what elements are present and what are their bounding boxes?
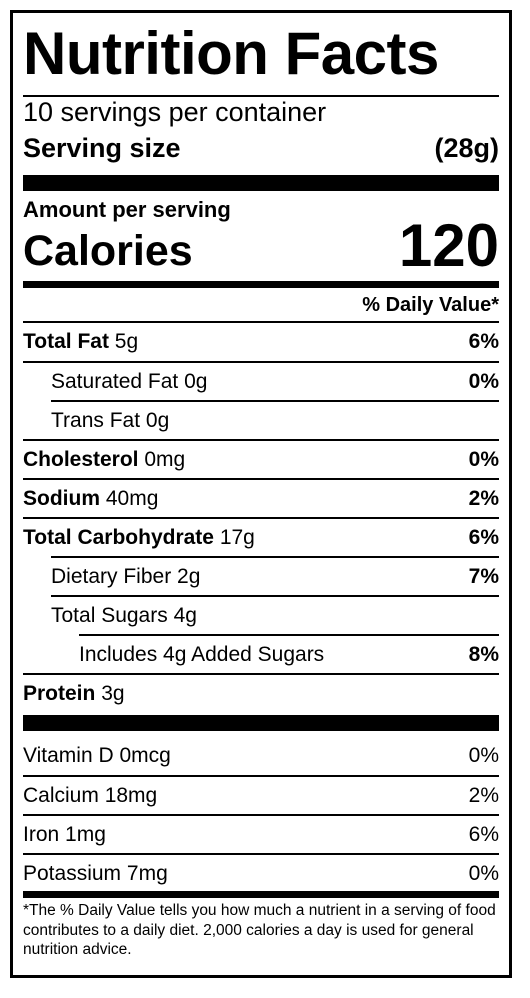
nutrient-amount: 0mg xyxy=(144,447,186,471)
vitamin-row-vitamin-d: Vitamin D 0mcg 0% xyxy=(23,736,499,775)
label-title: Nutrition Facts xyxy=(23,20,439,87)
label-content: Nutrition Facts 10 servings per containe… xyxy=(23,13,499,975)
nutrient-row-saturated-fat: Saturated Fat 0g 0% xyxy=(23,362,499,401)
vitamin-daily-value: 0% xyxy=(468,743,499,767)
nutrient-row-cholesterol: Cholesterol 0mg 0% xyxy=(23,440,499,479)
servings-per-container: 10 servings per container xyxy=(23,97,327,127)
calories-row: Calories 120 xyxy=(23,211,499,281)
nutrient-name: Dietary Fiber xyxy=(51,564,172,588)
nutrient-row-total-carbohydrate: Total Carbohydrate 17g 6% xyxy=(23,518,499,557)
nutrient-row-added-sugars: Includes 4g Added Sugars 8% xyxy=(23,635,499,674)
nutrient-name: Trans Fat xyxy=(51,408,141,432)
vitamin-name: Iron xyxy=(23,822,60,846)
nutrient-daily-value: 0% xyxy=(468,369,499,393)
daily-value-header: % Daily Value* xyxy=(362,294,499,316)
serving-size-row: Serving size (28g) xyxy=(23,133,499,163)
medium-divider xyxy=(23,281,499,288)
nutrient-amount: 3g xyxy=(101,681,125,705)
vitamin-name: Vitamin D xyxy=(23,743,114,767)
divider xyxy=(23,439,499,441)
nutrient-row-total-fat: Total Fat 5g 6% xyxy=(23,322,499,361)
nutrient-daily-value: 2% xyxy=(468,486,499,510)
vitamin-daily-value: 6% xyxy=(468,822,499,846)
amount-per-serving: Amount per serving xyxy=(23,197,231,222)
nutrient-name: Saturated Fat xyxy=(51,369,179,393)
nutrient-amount: 0g xyxy=(184,369,208,393)
divider xyxy=(23,775,499,777)
divider xyxy=(23,361,499,363)
nutrient-amount: 0g xyxy=(145,408,170,432)
vitamin-amount: 18mg xyxy=(104,783,158,807)
divider xyxy=(23,95,499,97)
nutrient-name: Total Fat xyxy=(23,329,109,353)
divider xyxy=(23,517,499,519)
vitamin-name: Potassium xyxy=(23,861,122,885)
serving-size-value: (28g) xyxy=(434,133,499,163)
nutrient-row-total-sugars: Total Sugars 4g xyxy=(23,596,499,635)
vitamin-row-calcium: Calcium 18mg 2% xyxy=(23,776,499,815)
vitamin-name: Calcium xyxy=(23,783,99,807)
nutrient-amount: 2g xyxy=(177,564,201,588)
serving-size-label: Serving size xyxy=(23,133,181,163)
vitamin-amount: 1mg xyxy=(65,822,106,846)
nutrient-name: Total Sugars xyxy=(51,603,168,627)
nutrient-name: Sodium xyxy=(23,486,100,510)
nutrient-daily-value: 7% xyxy=(468,564,499,588)
footnote: *The % Daily Value tells you how much a … xyxy=(23,902,496,958)
thick-divider xyxy=(23,175,499,191)
nutrient-row-sodium: Sodium 40mg 2% xyxy=(23,479,499,518)
nutrient-amount: 17g xyxy=(219,525,255,549)
divider xyxy=(23,321,499,323)
nutrient-name: Cholesterol xyxy=(23,447,139,471)
vitamin-daily-value: 2% xyxy=(468,783,499,807)
nutrition-facts-label: Nutrition Facts 10 servings per containe… xyxy=(10,10,512,978)
medium-divider xyxy=(23,891,499,898)
vitamin-amount: 7mg xyxy=(126,861,168,885)
divider xyxy=(51,595,499,597)
divider xyxy=(23,478,499,480)
divider xyxy=(23,853,499,855)
divider xyxy=(79,634,499,636)
nutrient-amount: 40mg xyxy=(105,486,159,510)
vitamin-row-potassium: Potassium 7mg 0% xyxy=(23,854,499,893)
nutrient-row-dietary-fiber: Dietary Fiber 2g 7% xyxy=(23,557,499,596)
nutrient-daily-value: 6% xyxy=(468,329,499,353)
vitamin-row-iron: Iron 1mg 6% xyxy=(23,815,499,854)
vitamin-amount: 0mcg xyxy=(119,743,171,767)
nutrient-daily-value: 6% xyxy=(468,525,499,549)
divider xyxy=(51,400,499,402)
thick-divider xyxy=(23,715,499,731)
nutrient-row-protein: Protein 3g xyxy=(23,674,499,713)
calories-value: 120 xyxy=(398,212,499,279)
vitamin-daily-value: 0% xyxy=(468,861,499,885)
nutrient-name: Protein xyxy=(23,681,96,705)
nutrient-name: Includes 4g Added Sugars xyxy=(79,642,325,666)
divider xyxy=(23,673,499,675)
divider xyxy=(23,814,499,816)
nutrient-amount: 5g xyxy=(114,329,139,353)
nutrient-daily-value: 8% xyxy=(468,642,499,666)
nutrient-daily-value: 0% xyxy=(468,447,499,471)
nutrient-amount: 4g xyxy=(173,603,197,627)
nutrient-name: Total Carbohydrate xyxy=(23,525,214,549)
calories-label: Calories xyxy=(23,227,193,275)
nutrient-row-trans-fat: Trans Fat 0g xyxy=(23,401,499,440)
divider xyxy=(51,556,499,558)
